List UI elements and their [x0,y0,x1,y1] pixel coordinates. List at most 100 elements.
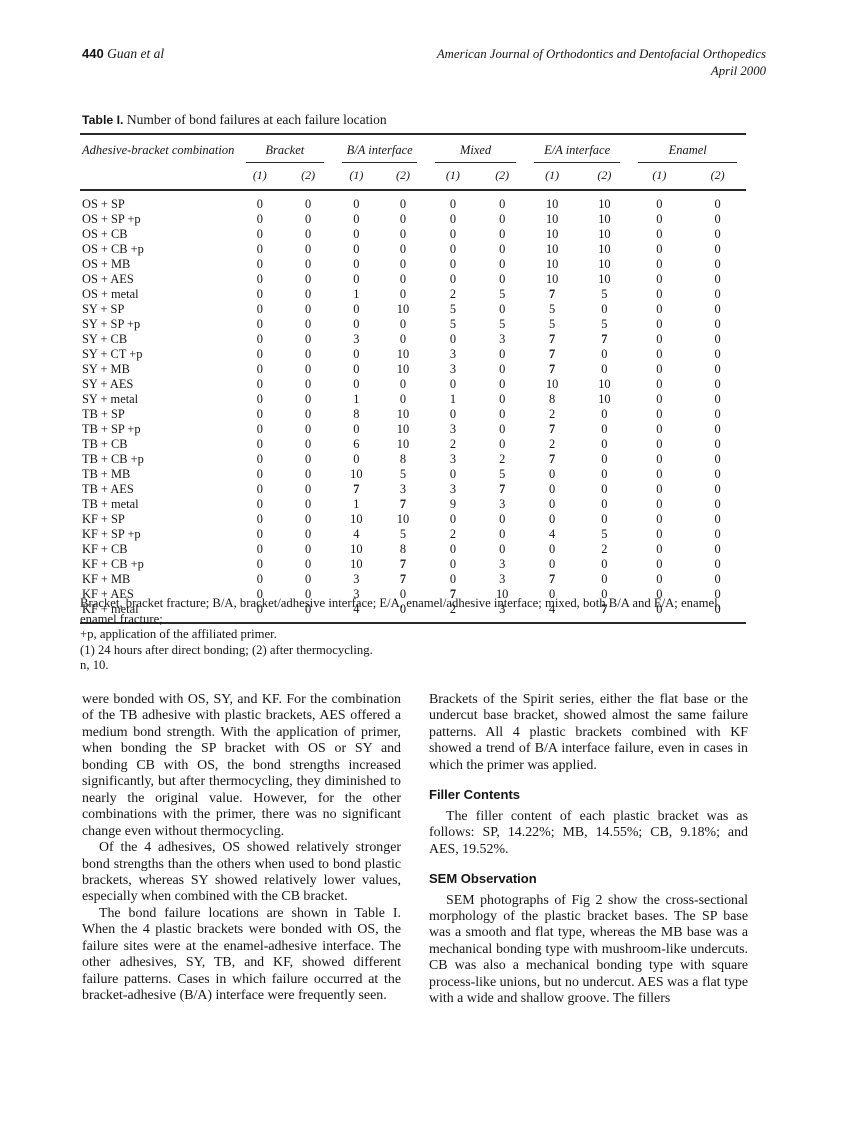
footnote-abbreviations-2: +p, application of the affiliated primer… [80,627,277,642]
paragraph: The bond failure locations are shown in … [82,905,401,1004]
cell-value: 0 [256,557,263,571]
cell-value: 0 [449,377,457,391]
cell-value: 7 [549,452,556,466]
cell-value: 0 [601,347,608,361]
cell-value: 10 [545,242,559,256]
cell-value: 0 [499,542,506,556]
cell-value: 3 [499,572,506,586]
row-label: OS + MB [82,257,131,271]
row-label: SY + SP [82,302,125,316]
cell-value: 0 [256,227,263,241]
cell-value: 0 [656,377,663,391]
cell-value: 4 [353,602,360,616]
cell-value: 3 [499,497,506,511]
cell-value: 0 [499,227,506,241]
cell-value: 0 [656,512,663,526]
cell-value: 7 [601,332,608,346]
cell-value: 0 [601,512,608,526]
cell-value: 0 [304,557,312,571]
cell-value: 0 [256,242,263,256]
cell-value: 0 [714,602,721,616]
cell-value: 0 [304,587,312,601]
table-row: SY + metal 0 0 1 0 1 0 8 10 0 0 [80,392,746,407]
cell-value: 0 [304,527,312,541]
cell-value: 0 [256,512,263,526]
row-label: OS + SP [82,197,125,211]
table-caption-text: Number of bond failures at each failure … [126,112,387,127]
cell-value: 5 [449,302,457,316]
cell-value: 5 [449,317,457,331]
cell-value: 0 [714,497,721,511]
row-label: OS + metal [82,287,139,301]
cell-value: 0 [304,377,312,391]
cell-value: 0 [256,497,263,511]
cell-value: 0 [499,407,506,421]
cell-value: 1 [353,392,360,406]
cell-value: 0 [714,287,721,301]
cell-value: 0 [304,512,312,526]
cell-value: 3 [449,362,457,376]
row-label: KF + CB [82,542,128,556]
table-row: TB + SP 0 0 8 10 0 0 2 0 0 0 [80,407,746,422]
paragraph: Of the 4 adhesives, OS showed relatively… [82,840,401,905]
cell-value: 0 [656,257,663,271]
cell-value: 5 [499,317,506,331]
cell-value: 7 [399,497,407,511]
cell-value: 10 [396,347,410,361]
cell-value: 10 [396,302,410,316]
cell-value: 0 [601,467,608,481]
cell-value: 0 [499,392,506,406]
row-label: TB + SP +p [82,422,141,436]
cell-value: 0 [714,527,721,541]
cell-value: 1 [353,497,360,511]
cell-value: 0 [449,242,457,256]
cell-value: 0 [549,467,556,481]
cell-value: 0 [353,452,360,466]
cell-value: 2 [449,602,457,616]
cell-value: 0 [714,557,721,571]
cell-value: 7 [549,422,556,436]
cell-value: 0 [353,317,360,331]
table-row: OS + metal 0 0 1 0 2 5 7 5 0 0 [80,287,746,302]
cell-value: 0 [304,392,312,406]
cell-value: 2 [449,437,457,451]
table-row: SY + SP 0 0 0 10 5 0 5 0 0 0 [80,302,746,317]
table-row: OS + MB 0 0 0 0 0 0 10 10 0 0 [80,257,746,272]
cell-value: 0 [399,587,407,601]
bond-failure-table: Adhesive-bracket combination Bracket B/A… [80,133,746,624]
cell-value: 0 [656,467,663,481]
cell-value: 0 [353,197,360,211]
cell-value: 0 [656,572,663,586]
cell-value: 0 [656,287,663,301]
table-row: TB + MB 0 0 10 5 0 5 0 0 0 0 [80,467,746,482]
cell-value: 0 [304,272,312,286]
cell-value: 10 [396,407,410,421]
cell-value: 0 [656,422,663,436]
cell-value: 7 [549,332,556,346]
cell-value: 0 [399,287,407,301]
table-row: TB + SP +p 0 0 0 10 3 0 7 0 0 0 [80,422,746,437]
cell-value: 0 [499,197,506,211]
cell-value: 3 [353,332,360,346]
cell-value: 10 [598,197,611,211]
table-row: KF + CB 0 0 10 8 0 0 0 2 0 0 [80,542,746,557]
row-label: KF + metal [82,602,139,616]
subheader-2: (2) [579,163,630,191]
row-label: SY + MB [82,362,130,376]
cell-value: 10 [396,362,410,376]
cell-value: 5 [399,467,407,481]
cell-value: 0 [449,542,457,556]
cell-value: 2 [499,452,506,466]
cell-value: 0 [549,542,556,556]
cell-value: 7 [601,602,608,616]
table-row: SY + MB 0 0 0 10 3 0 7 0 0 0 [80,362,746,377]
cell-value: 0 [449,512,457,526]
cell-value: 0 [353,242,360,256]
cell-value: 0 [656,362,663,376]
cell-value: 0 [449,197,457,211]
cell-value: 1 [353,287,360,301]
cell-value: 7 [549,347,556,361]
paragraph: were bonded with OS, SY, and KF. For the… [82,692,401,839]
cell-value: 0 [449,572,457,586]
